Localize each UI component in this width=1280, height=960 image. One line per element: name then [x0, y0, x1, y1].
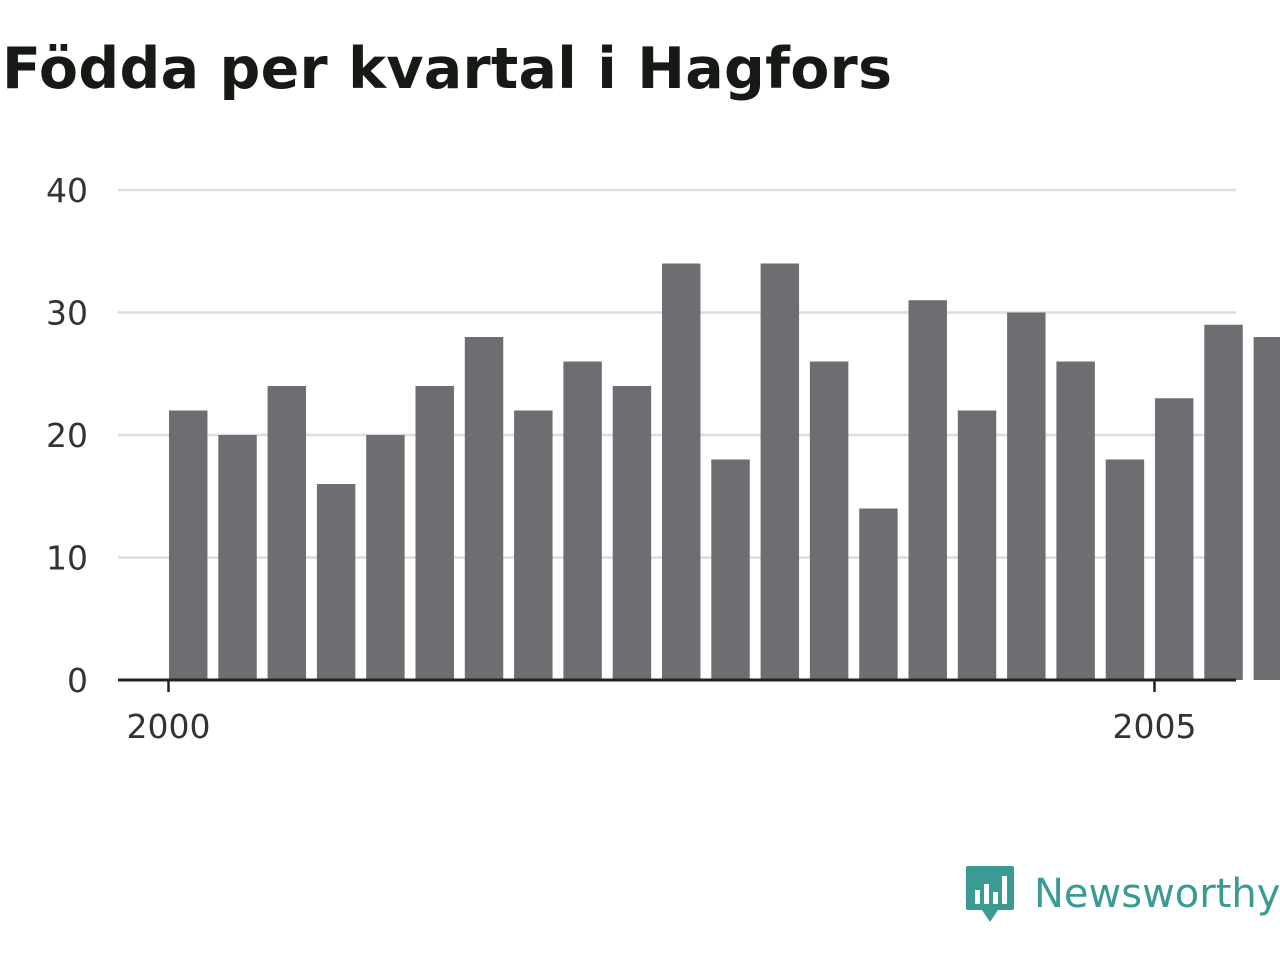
bar — [662, 263, 701, 680]
bars — [169, 263, 1280, 680]
x-axis-ticks: 200020052010201520202025 — [127, 680, 1197, 746]
bar — [366, 435, 405, 680]
x-tick-label: 2005 — [1113, 707, 1197, 746]
bar — [267, 386, 307, 680]
bar — [859, 508, 898, 680]
brand-name: Newsworthy — [1034, 871, 1280, 917]
y-tick-label: 20 — [46, 416, 88, 455]
y-tick-label: 0 — [67, 661, 88, 700]
x-tick-label: 2000 — [127, 707, 211, 746]
bar — [1204, 324, 1243, 680]
bar — [612, 386, 652, 680]
y-tick-label: 30 — [46, 294, 88, 333]
y-tick-label: 10 — [46, 539, 88, 578]
bar — [760, 263, 800, 680]
bar — [957, 410, 997, 680]
bar — [1155, 398, 1194, 680]
bar — [514, 410, 553, 680]
bar — [563, 361, 602, 680]
chart-title: Födda per kvartal i Hagfors — [2, 36, 893, 102]
bar — [711, 459, 750, 680]
newsworthy-logo: Newsworthy — [964, 864, 1280, 924]
bar — [415, 386, 454, 680]
bar — [316, 484, 356, 680]
y-axis-ticks: 0 10 20 30 40 — [46, 171, 88, 700]
bar — [809, 361, 849, 680]
y-tick-label: 40 — [46, 171, 88, 210]
newsworthy-logo-icon — [966, 866, 1014, 922]
bar — [1253, 337, 1280, 680]
bar — [908, 300, 947, 680]
bar — [1056, 361, 1095, 680]
bar — [218, 435, 257, 680]
bar — [1105, 459, 1145, 680]
bar — [464, 337, 504, 680]
bar — [1007, 312, 1046, 680]
bar — [169, 410, 208, 680]
